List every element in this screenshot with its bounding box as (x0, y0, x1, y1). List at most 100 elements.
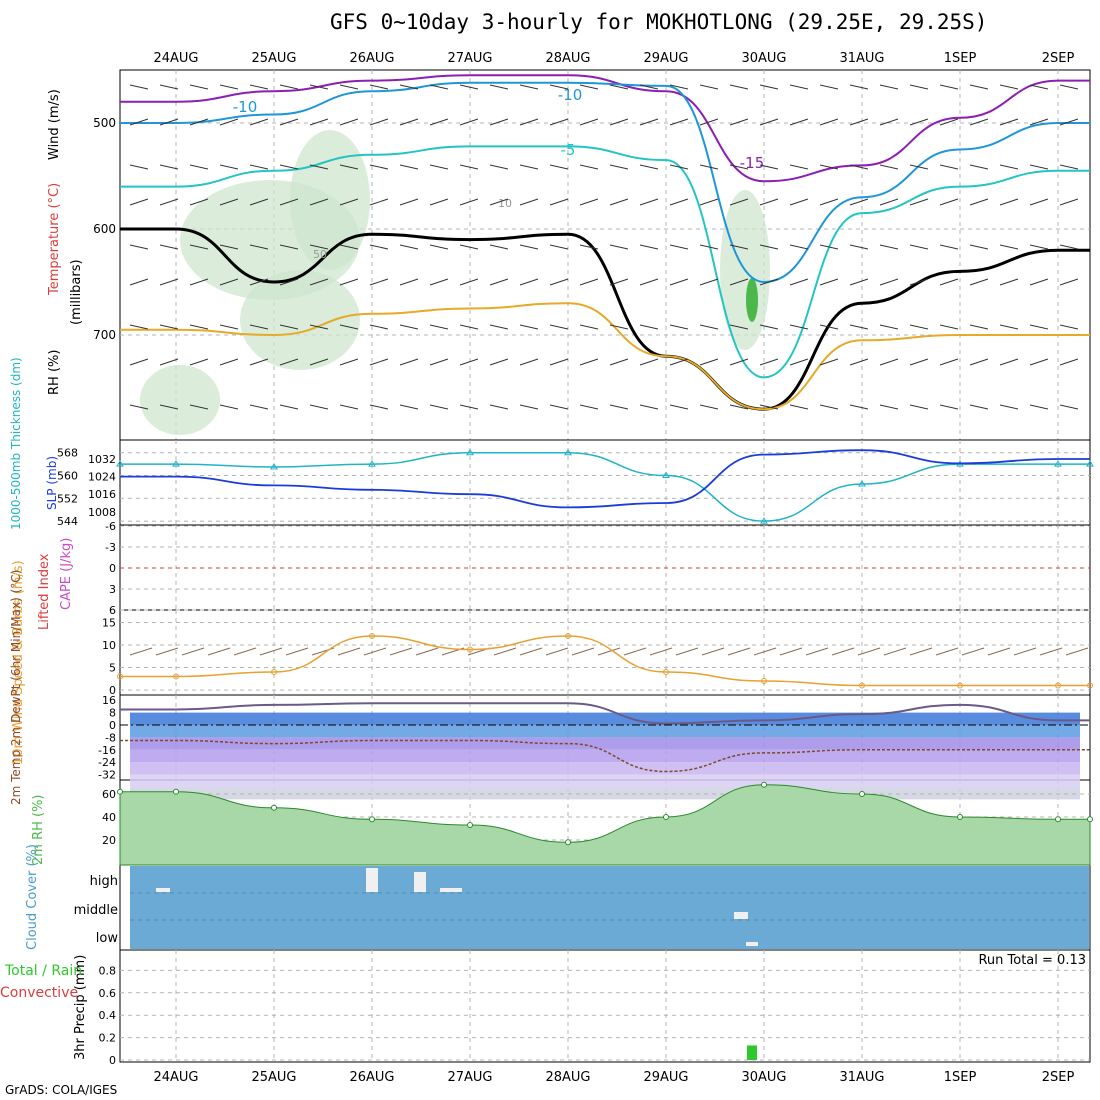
wind-barb (189, 118, 209, 126)
wind-barb (519, 278, 539, 286)
wind-barb (849, 278, 869, 286)
precip-ytick: 0.6 (99, 987, 117, 1000)
wind-barb (849, 358, 869, 366)
thickness-ytick: 568 (57, 447, 78, 460)
wind-barb (339, 164, 359, 170)
wind-barb (819, 118, 839, 126)
wind-barb (339, 118, 359, 126)
wind-speed-marker (1055, 682, 1061, 689)
isotherm-line (119, 74, 1090, 183)
wind-barb (159, 198, 179, 206)
wind-barb (759, 244, 779, 250)
thickness-ylabel-text: 1000-500mb Thickness (dm) (9, 357, 23, 530)
contour-label: -10 (558, 86, 583, 104)
wind-barb (369, 164, 389, 170)
wind10m-barb (883, 647, 907, 656)
wind-ytick: 0 (109, 684, 116, 697)
wind-barb (1029, 118, 1049, 126)
li-ytick: 3 (109, 583, 116, 596)
wind-barb (219, 164, 239, 170)
rh-marker (369, 816, 375, 823)
thickness-ytick: 560 (57, 470, 78, 483)
bottom-date-label: 29AUG (643, 1070, 688, 1085)
wind-barb (579, 404, 599, 410)
wind10m-barb (155, 647, 179, 656)
wind-barb (309, 278, 329, 286)
bottom-date-label: 1SEP (944, 1070, 977, 1085)
wind-barb (729, 84, 749, 90)
isotherm-line (120, 145, 1091, 379)
wind-barb (669, 404, 689, 410)
wind10m-barb (805, 647, 829, 656)
wind10m-barb (623, 647, 647, 656)
wind-ytick: 10 (102, 639, 116, 652)
wind-barb (669, 324, 689, 330)
wind10m-barb (337, 647, 361, 656)
wind-barb (609, 278, 629, 286)
wind-barb (1059, 84, 1079, 90)
wind-barb (219, 118, 239, 126)
wind-barb (339, 324, 359, 330)
wind-speed-marker (467, 646, 473, 653)
wind10m-barb (389, 647, 413, 656)
wind-barb (429, 358, 449, 366)
wind-barb (159, 278, 179, 286)
wind-barb (789, 324, 809, 330)
wind-barb (579, 164, 599, 170)
wind-barb (519, 244, 539, 250)
thickness-marker (858, 480, 866, 487)
wind-speed-marker (271, 669, 277, 675)
wind-barb (999, 118, 1019, 126)
rh-contour-fill (240, 270, 360, 370)
wind-barb (639, 404, 659, 410)
wind-barb (399, 164, 419, 170)
bottom-date-label: 27AUG (447, 1070, 492, 1085)
wind-barb (369, 278, 389, 286)
wind-barb (939, 324, 959, 330)
wind-barb (909, 404, 929, 410)
wind-barb (1059, 278, 1079, 286)
wind-barb (189, 404, 209, 410)
precip-ytick: 0.2 (99, 1032, 117, 1045)
wind-barb (699, 244, 719, 250)
wind-barb (909, 118, 929, 126)
wind-barb (489, 404, 509, 410)
wind-barb (909, 198, 929, 206)
wind-barb (999, 84, 1019, 90)
thickness-marker (270, 462, 278, 470)
top-date-label: 26AUG (349, 51, 394, 66)
cloud-category-label: middle (74, 903, 118, 918)
wind-barb (849, 164, 869, 170)
bottom-date-label: 25AUG (251, 1070, 296, 1085)
wind-barb (969, 244, 989, 250)
wind-ylabel-text: 10m Wind Speed & Barbs (m/s) (11, 560, 26, 765)
wind-barb (429, 324, 449, 330)
wind-barb (459, 324, 479, 330)
isotherm-line (119, 227, 1090, 411)
wind-barb (249, 118, 269, 126)
wind-barb (279, 358, 299, 366)
wind-barb (429, 118, 449, 126)
rh-ylabel: 2m RH (%) (31, 794, 46, 865)
temp-ylabel-text: 2m Temp 2m DewPt (6hr Min/Max) (°C) (9, 570, 23, 805)
wind-barb (219, 84, 239, 90)
wind-barb (729, 324, 749, 330)
wind-barb (729, 404, 749, 410)
precip-ylabel-text: 3hr Precip (mm) (73, 955, 88, 1060)
wind-barb (759, 118, 779, 126)
wind10m-barb (519, 647, 543, 656)
wind-barb (279, 198, 299, 206)
isotherm-line (119, 81, 1090, 284)
wind-barb (249, 164, 269, 170)
wind-barb (279, 84, 299, 90)
thickness-marker (466, 448, 474, 456)
wind-barb (579, 358, 599, 366)
wind-barb (339, 278, 359, 286)
rh-marker (173, 788, 179, 795)
wind10m-barb (181, 647, 205, 656)
wind-barb (1059, 164, 1079, 170)
slp-ytick: 1008 (88, 506, 116, 519)
wind-barb (729, 358, 749, 366)
bottom-date-label: 31AUG (839, 1070, 884, 1085)
